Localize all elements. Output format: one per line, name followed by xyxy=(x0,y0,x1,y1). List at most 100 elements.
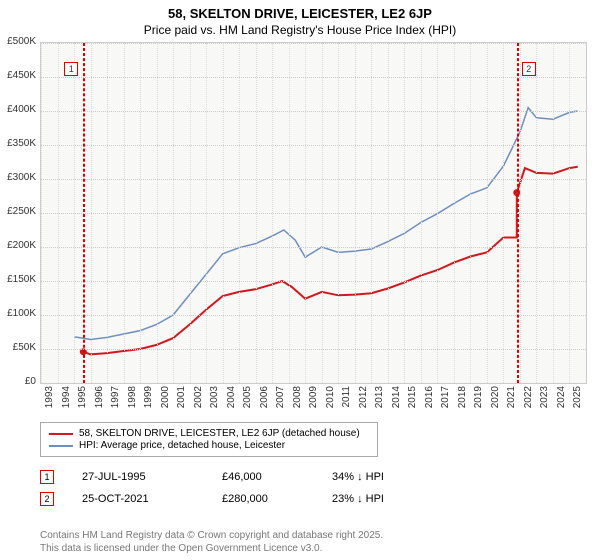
gridline-v xyxy=(157,43,158,383)
gridline-h xyxy=(41,383,586,384)
legend-label: HPI: Average price, detached house, Leic… xyxy=(79,440,285,451)
x-tick-label: 1997 xyxy=(110,386,121,414)
gridline-v xyxy=(503,43,504,383)
gridline-v xyxy=(305,43,306,383)
attribution-line-1: Contains HM Land Registry data © Crown c… xyxy=(40,530,383,541)
x-tick-label: 2009 xyxy=(308,386,319,414)
gridline-v xyxy=(536,43,537,383)
gridline-v xyxy=(520,43,521,383)
gridline-v xyxy=(256,43,257,383)
y-tick-label: £100K xyxy=(0,308,36,319)
x-tick-label: 2020 xyxy=(490,386,501,414)
x-tick-label: 2002 xyxy=(193,386,204,414)
gridline-v xyxy=(41,43,42,383)
x-tick-label: 2016 xyxy=(424,386,435,414)
x-tick-label: 2005 xyxy=(242,386,253,414)
transaction-row: 2 25-OCT-2021£280,00023% ↓ HPI xyxy=(40,492,384,506)
transaction-mark-label: 2 xyxy=(522,62,536,76)
x-tick-label: 2003 xyxy=(209,386,220,414)
x-tick-label: 2000 xyxy=(160,386,171,414)
x-tick-label: 2013 xyxy=(374,386,385,414)
gridline-v xyxy=(470,43,471,383)
x-tick-label: 2015 xyxy=(407,386,418,414)
y-tick-label: £300K xyxy=(0,172,36,183)
x-tick-label: 2018 xyxy=(457,386,468,414)
y-tick-label: £500K xyxy=(0,36,36,47)
legend-item: HPI: Average price, detached house, Leic… xyxy=(49,440,369,451)
transaction-mark xyxy=(517,43,519,383)
transaction-delta: 34% ↓ HPI xyxy=(332,471,384,483)
gridline-v xyxy=(223,43,224,383)
x-tick-label: 1998 xyxy=(127,386,138,414)
y-tick-label: £150K xyxy=(0,274,36,285)
transaction-row: 127-JUL-1995£46,00034% ↓ HPI xyxy=(40,470,384,484)
x-tick-label: 2012 xyxy=(358,386,369,414)
x-tick-label: 2019 xyxy=(473,386,484,414)
gridline-v xyxy=(454,43,455,383)
gridline-v xyxy=(140,43,141,383)
gridline-v xyxy=(355,43,356,383)
x-tick-label: 2025 xyxy=(572,386,583,414)
gridline-v xyxy=(289,43,290,383)
x-tick-label: 1995 xyxy=(77,386,88,414)
gridline-v xyxy=(190,43,191,383)
legend: 58, SKELTON DRIVE, LEICESTER, LE2 6JP (d… xyxy=(40,422,378,457)
x-tick-label: 2010 xyxy=(325,386,336,414)
y-tick-label: £50K xyxy=(0,342,36,353)
x-tick-label: 2006 xyxy=(259,386,270,414)
gridline-v xyxy=(322,43,323,383)
y-tick-label: £250K xyxy=(0,206,36,217)
gridline-v xyxy=(206,43,207,383)
y-tick-label: £200K xyxy=(0,240,36,251)
transaction-delta: 23% ↓ HPI xyxy=(332,493,384,505)
gridline-v xyxy=(487,43,488,383)
x-tick-label: 2024 xyxy=(556,386,567,414)
gridline-v xyxy=(553,43,554,383)
transaction-number-box: 1 xyxy=(40,470,54,484)
y-tick-label: £450K xyxy=(0,70,36,81)
legend-swatch xyxy=(49,433,73,435)
legend-item: 58, SKELTON DRIVE, LEICESTER, LE2 6JP (d… xyxy=(49,428,369,439)
x-tick-label: 2007 xyxy=(275,386,286,414)
transaction-date: 27-JUL-1995 xyxy=(82,471,222,483)
transaction-mark-label: 1 xyxy=(64,62,78,76)
gridline-v xyxy=(569,43,570,383)
transaction-date: 25-OCT-2021 xyxy=(82,493,222,505)
x-tick-label: 2011 xyxy=(341,386,352,414)
chart-plot-area xyxy=(40,42,587,384)
gridline-v xyxy=(74,43,75,383)
x-tick-label: 1993 xyxy=(44,386,55,414)
gridline-v xyxy=(124,43,125,383)
x-tick-label: 2004 xyxy=(226,386,237,414)
gridline-v xyxy=(371,43,372,383)
gridline-v xyxy=(173,43,174,383)
x-tick-label: 1996 xyxy=(94,386,105,414)
gridline-v xyxy=(437,43,438,383)
x-tick-label: 2023 xyxy=(539,386,550,414)
gridline-v xyxy=(338,43,339,383)
x-tick-label: 2001 xyxy=(176,386,187,414)
y-tick-label: £350K xyxy=(0,138,36,149)
x-tick-label: 2021 xyxy=(506,386,517,414)
gridline-v xyxy=(58,43,59,383)
legend-label: 58, SKELTON DRIVE, LEICESTER, LE2 6JP (d… xyxy=(79,428,360,439)
transaction-price: £280,000 xyxy=(222,493,332,505)
x-tick-label: 1999 xyxy=(143,386,154,414)
transaction-mark xyxy=(83,43,85,383)
x-tick-label: 2014 xyxy=(391,386,402,414)
legend-swatch xyxy=(49,445,73,447)
attribution-line-2: This data is licensed under the Open Gov… xyxy=(40,543,322,554)
x-tick-label: 2017 xyxy=(440,386,451,414)
gridline-v xyxy=(239,43,240,383)
transaction-number-box: 2 xyxy=(40,492,54,506)
gridline-v xyxy=(404,43,405,383)
x-tick-label: 2022 xyxy=(523,386,534,414)
x-tick-label: 1994 xyxy=(61,386,72,414)
x-tick-label: 2008 xyxy=(292,386,303,414)
y-tick-label: £0 xyxy=(0,376,36,387)
y-tick-label: £400K xyxy=(0,104,36,115)
chart-subtitle: Price paid vs. HM Land Registry's House … xyxy=(0,21,600,37)
gridline-v xyxy=(91,43,92,383)
gridline-v xyxy=(272,43,273,383)
series-line xyxy=(74,108,578,340)
